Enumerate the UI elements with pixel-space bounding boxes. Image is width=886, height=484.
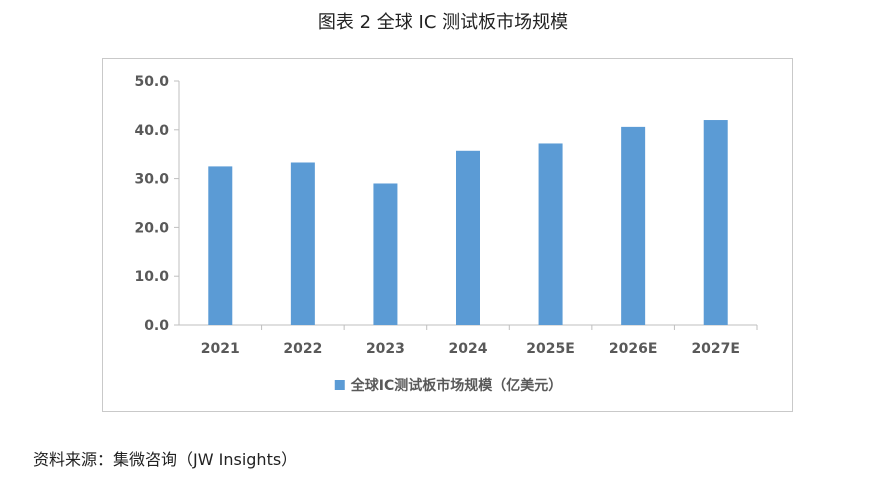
bar-2021 bbox=[208, 166, 233, 325]
bar-2025E bbox=[538, 143, 563, 325]
legend-label: 全球IC测试板市场规模（亿美元） bbox=[350, 377, 562, 394]
x-tick-label: 2022 bbox=[283, 341, 322, 357]
x-tick-label: 2027E bbox=[691, 341, 740, 357]
chart-frame: 0.0 10.0 20.0 30.0 40.0 50.0 2021 2022 2023 2024 2… bbox=[102, 58, 793, 412]
bar-2027E bbox=[703, 120, 728, 325]
source-note: 资料来源：集微咨询（JW Insights） bbox=[33, 450, 298, 469]
y-tick-label: 20.0 bbox=[134, 220, 169, 236]
bar-2022 bbox=[290, 162, 315, 325]
bar-2024 bbox=[456, 150, 480, 325]
x-tick-label: 2026E bbox=[609, 341, 658, 357]
y-tick-label: 40.0 bbox=[134, 123, 169, 139]
x-tick-label: 2021 bbox=[201, 341, 240, 357]
legend-swatch bbox=[334, 380, 345, 390]
chart-title: 图表 2 全球 IC 测试板市场规模 bbox=[317, 12, 569, 33]
y-tick-label: 10.0 bbox=[134, 269, 169, 285]
y-tick-label: 50.0 bbox=[134, 74, 169, 90]
bar-2026E bbox=[621, 126, 646, 325]
x-tick-label: 2025E bbox=[526, 341, 575, 357]
y-tick-label: 0.0 bbox=[144, 318, 169, 334]
bar-chart: 0.0 10.0 20.0 30.0 40.0 50.0 2021 2022 2023 2024 2… bbox=[134, 74, 758, 394]
y-tick-label: 30.0 bbox=[134, 172, 169, 188]
x-tick-label: 2024 bbox=[449, 341, 488, 357]
bar-2023 bbox=[373, 183, 398, 325]
x-tick-label: 2023 bbox=[366, 341, 405, 357]
